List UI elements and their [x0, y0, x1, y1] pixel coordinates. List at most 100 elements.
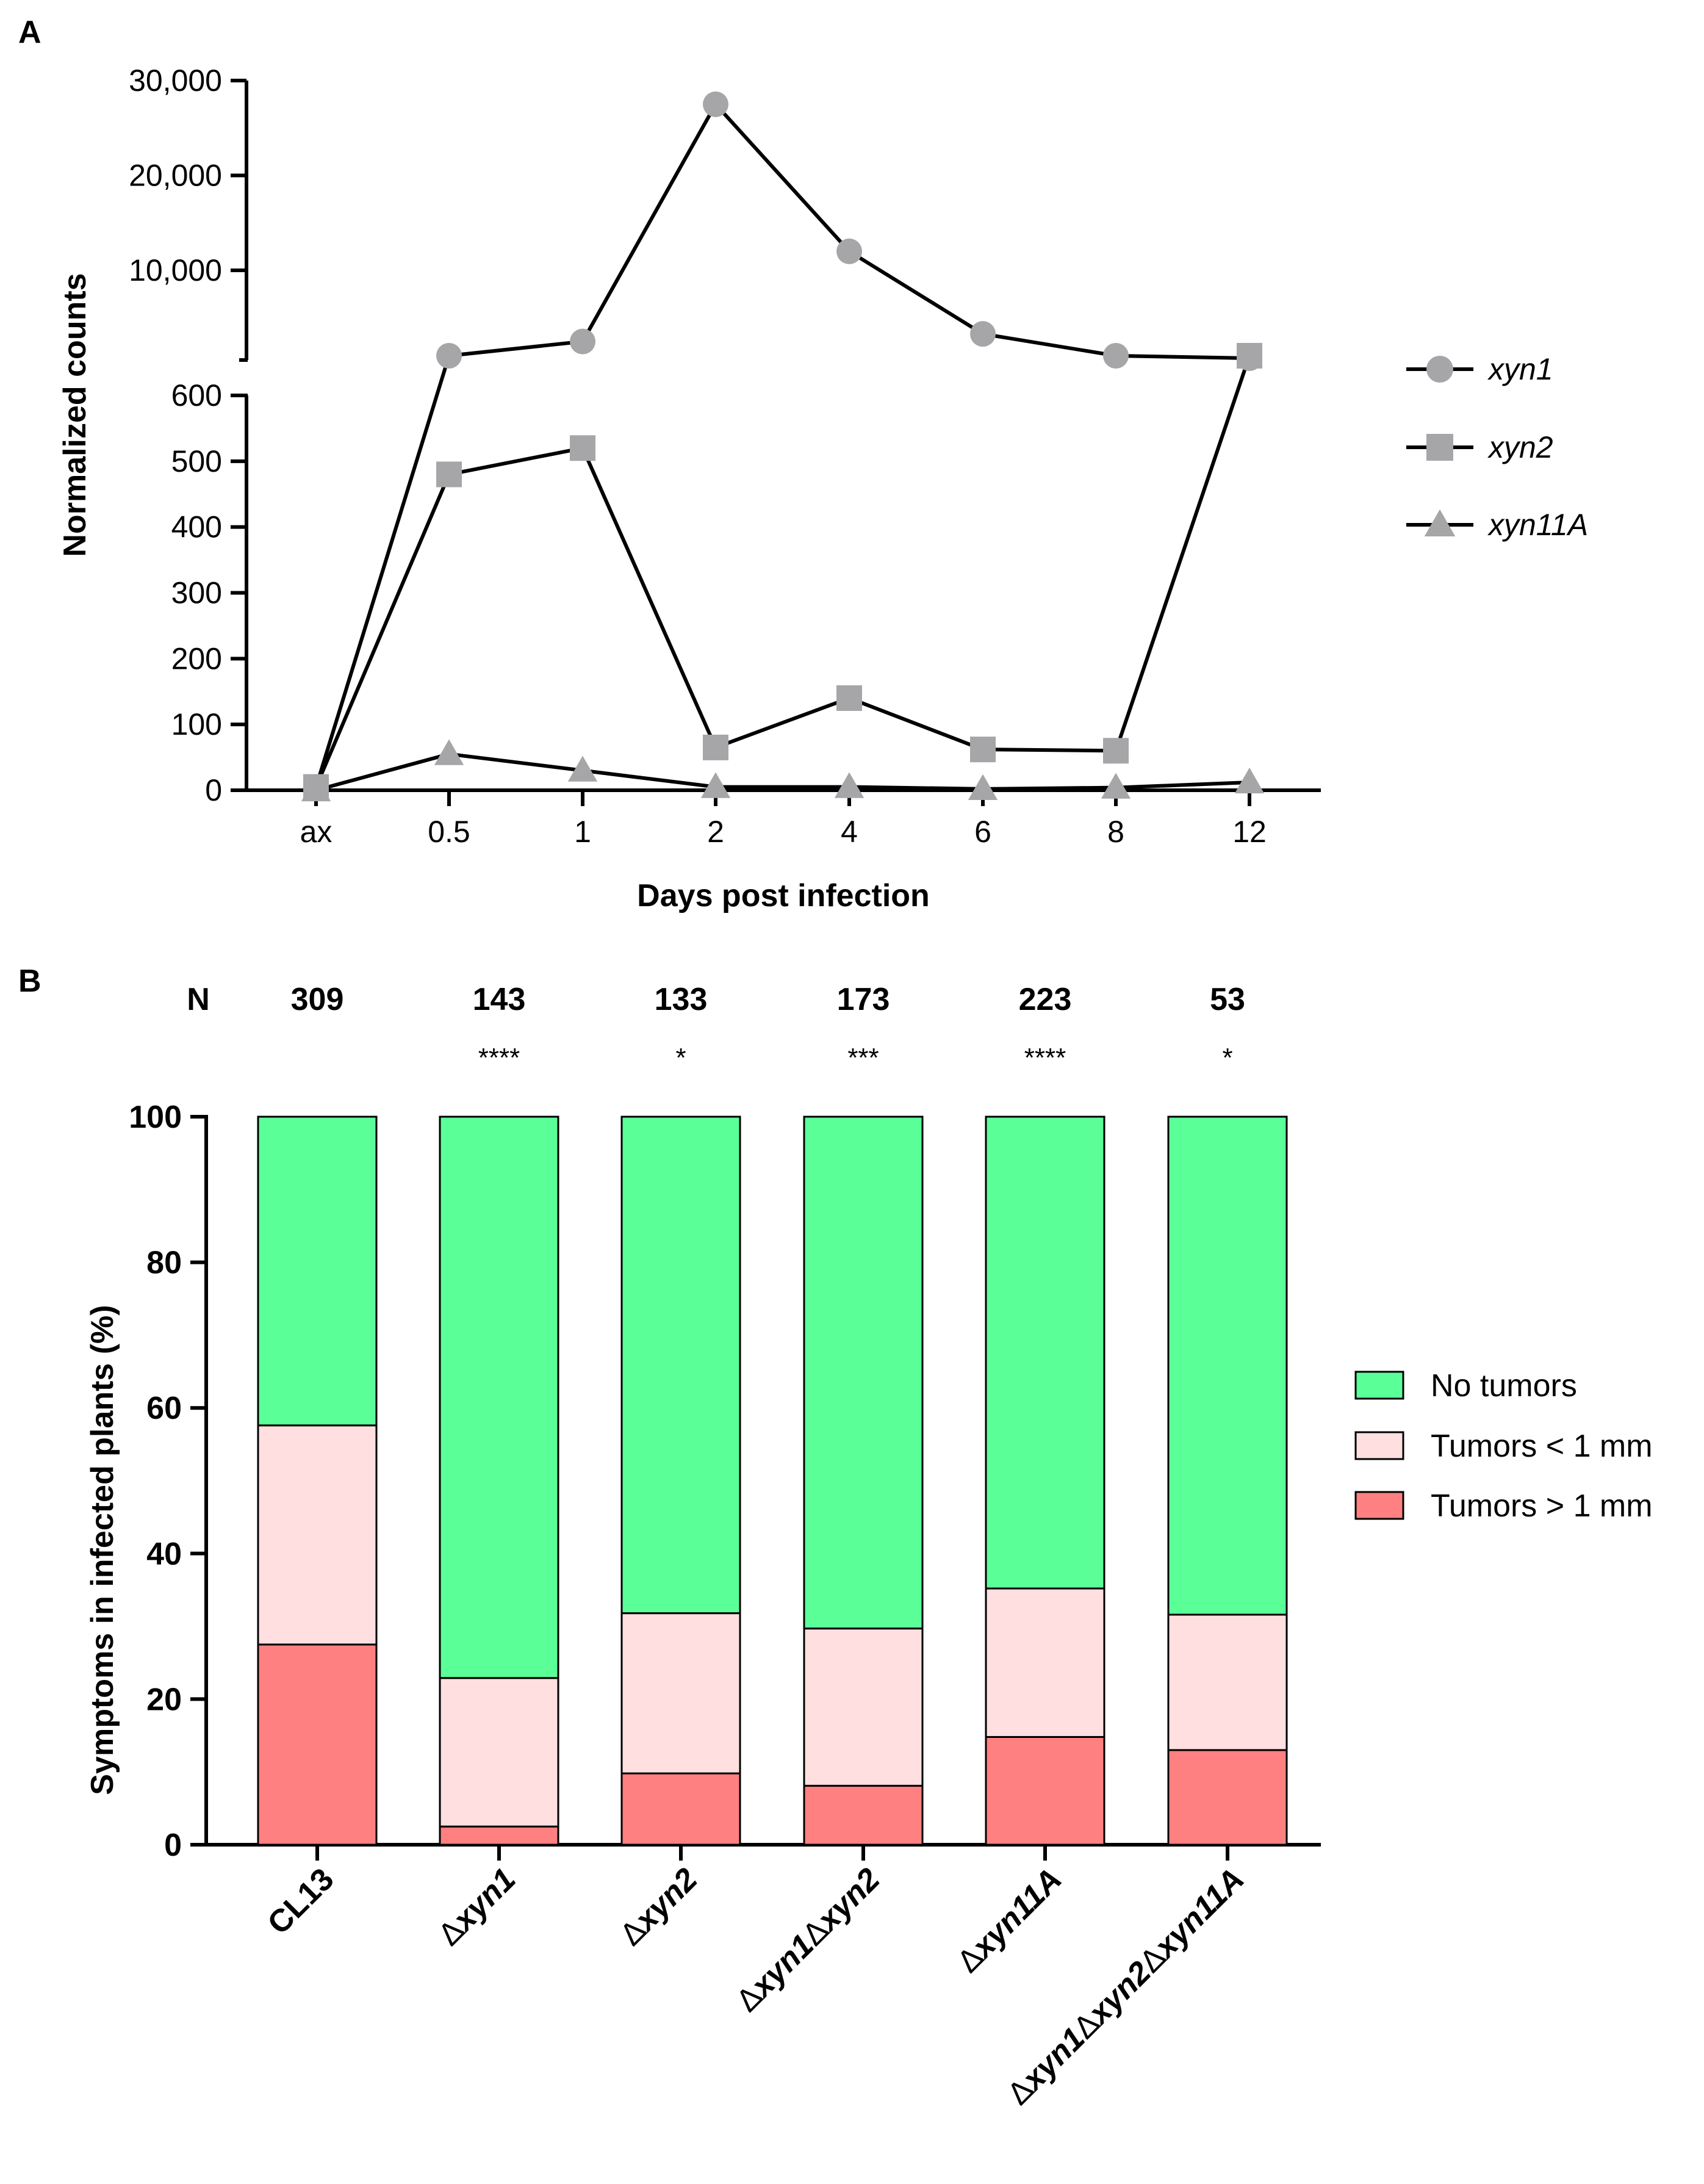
- n-value: 223: [1019, 982, 1072, 1017]
- line-chart-series: [301, 91, 1265, 802]
- marker-triangle: [567, 755, 598, 782]
- legend-swatch: [1354, 1371, 1404, 1400]
- bar-segment: [803, 1115, 924, 1630]
- significance-stars: ***: [847, 1043, 879, 1073]
- marker-triangle: [1424, 509, 1456, 536]
- marker-circle: [570, 328, 595, 355]
- x-tick-label: 12: [1232, 815, 1267, 849]
- bar-segment: [985, 1735, 1105, 1846]
- marker-square: [570, 435, 595, 461]
- legend-label-xyn1: xyn1: [1487, 352, 1553, 386]
- y-tick-label-lower: 200: [171, 641, 222, 676]
- y-tick-label-b: 40: [146, 1537, 182, 1572]
- category-label: Δxyn1: [431, 1861, 522, 1952]
- marker-triangle: [968, 774, 998, 800]
- n-value: 53: [1210, 982, 1245, 1017]
- bar-segment: [439, 1677, 559, 1828]
- bar-segment: [803, 1784, 924, 1846]
- bar-segment: [985, 1115, 1105, 1590]
- y-tick-label-lower: 400: [171, 510, 222, 544]
- legend-label-b: Tumors > 1 mm: [1431, 1488, 1653, 1524]
- bar-chart-panel: N 020406080100CL13309Δxyn1143****Δxyn213…: [85, 982, 1653, 2112]
- y-tick-label-upper: 10,000: [129, 253, 222, 287]
- marker-circle: [1103, 342, 1129, 369]
- marker-circle: [970, 321, 996, 347]
- marker-square: [836, 685, 862, 712]
- y-axis-title: Normalized counts: [57, 273, 93, 557]
- bar-chart-bars: [257, 1115, 1288, 1846]
- significance-stars: *: [675, 1043, 686, 1073]
- legend-label-b: No tumors: [1431, 1368, 1577, 1404]
- marker-triangle: [834, 772, 865, 798]
- series-line-xyn1: [314, 102, 1250, 788]
- marker-circle: [836, 238, 862, 264]
- panel-label-b: B: [18, 964, 41, 999]
- bar-segment: [257, 1643, 378, 1846]
- n-value: 143: [473, 982, 526, 1017]
- y-tick-label-lower: 300: [171, 576, 222, 610]
- significance-stars: ****: [478, 1043, 520, 1073]
- legend-label-b: Tumors < 1 mm: [1431, 1429, 1653, 1464]
- marker-triangle: [1234, 767, 1265, 794]
- y-tick-label-lower: 100: [171, 707, 222, 741]
- category-label: Δxyn2: [613, 1861, 704, 1952]
- y-tick-label-lower: 500: [171, 444, 222, 478]
- y-tick-label-b: 20: [146, 1682, 182, 1717]
- y-tick-label-b: 60: [146, 1391, 182, 1426]
- bar-chart-legend: No tumors Tumors < 1 mm Tumors > 1 mm: [1354, 1368, 1653, 1524]
- marker-square: [1103, 738, 1129, 764]
- n-header: N: [187, 982, 210, 1017]
- y-tick-label-b: 100: [129, 1100, 182, 1135]
- x-tick-label: ax: [300, 815, 333, 849]
- significance-stars: *: [1222, 1043, 1232, 1073]
- bar-segment: [439, 1115, 559, 1679]
- marker-circle: [436, 342, 462, 369]
- marker-triangle: [434, 739, 464, 765]
- y-tick-label-b: 0: [164, 1828, 182, 1863]
- bar-segment: [439, 1825, 559, 1846]
- y-tick-label-upper: 20,000: [129, 159, 222, 193]
- x-tick-label: 6: [974, 815, 991, 849]
- marker-triangle: [1101, 773, 1131, 799]
- series-line-xyn2: [314, 355, 1251, 788]
- marker-square: [1426, 434, 1453, 461]
- line-chart-panel: 0 100 200 300 400 500 600 10,000 20,000 30,000 ax 0…: [57, 63, 1588, 914]
- x-tick-label: 8: [1107, 815, 1124, 849]
- bar-segment: [1167, 1613, 1288, 1751]
- bar-segment: [985, 1587, 1105, 1738]
- bar-segment: [620, 1612, 741, 1775]
- x-tick-label: 4: [841, 815, 858, 849]
- legend-label-xyn11A: xyn11A: [1487, 508, 1588, 542]
- y-tick-label-lower: 0: [205, 773, 222, 807]
- bar-segment: [620, 1772, 741, 1846]
- legend-swatch: [1354, 1491, 1404, 1520]
- bar-segment: [1167, 1115, 1288, 1616]
- bar-segment: [1167, 1749, 1288, 1846]
- legend-label-xyn2: xyn2: [1487, 430, 1553, 464]
- bar-segment: [803, 1627, 924, 1787]
- x-tick-label: 0.5: [428, 815, 470, 849]
- marker-circle: [703, 91, 728, 117]
- n-value: 133: [655, 982, 708, 1017]
- marker-square: [970, 737, 996, 763]
- bar-segment: [620, 1115, 741, 1615]
- marker-circle: [1426, 356, 1453, 383]
- n-value: 173: [837, 982, 890, 1017]
- y-tick-label-upper: 30,000: [129, 63, 222, 98]
- y-tick-label-lower: 600: [171, 378, 222, 413]
- marker-square: [1237, 342, 1262, 369]
- legend-swatch: [1354, 1431, 1404, 1460]
- category-label: Δxyn11A: [951, 1861, 1069, 1980]
- bar-segment: [257, 1424, 378, 1646]
- category-label: CL13: [261, 1861, 341, 1941]
- marker-triangle: [700, 772, 731, 798]
- line-chart-axes: 0 100 200 300 400 500 600 10,000 20,000 30,000 ax 0…: [129, 63, 1321, 849]
- bar-segment: [257, 1115, 378, 1427]
- y-tick-label-b: 80: [146, 1245, 182, 1281]
- x-tick-label: 2: [707, 815, 724, 849]
- x-tick-label: 1: [574, 815, 591, 849]
- significance-stars: ****: [1024, 1043, 1066, 1073]
- n-value: 309: [291, 982, 344, 1017]
- category-label: Δxyn1Δxyn2: [730, 1861, 887, 2019]
